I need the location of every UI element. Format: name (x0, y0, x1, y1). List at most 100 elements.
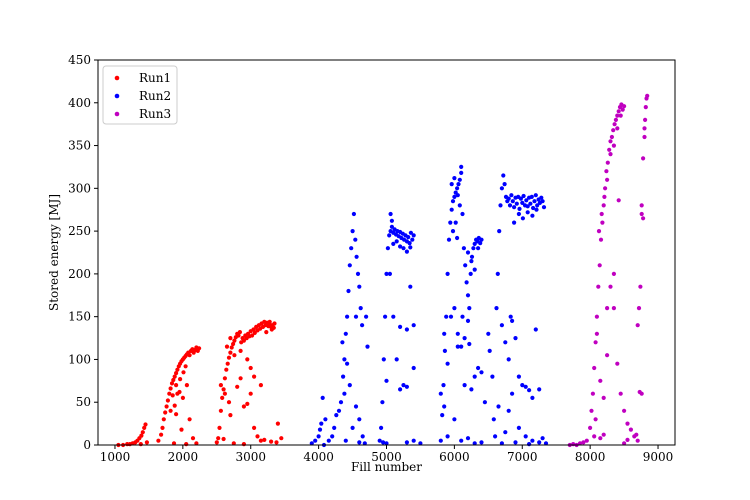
data-point (252, 374, 257, 379)
data-point (358, 306, 363, 311)
x-tick-label: 4000 (303, 450, 334, 464)
data-point (622, 104, 627, 109)
data-point (404, 440, 409, 445)
data-point (320, 395, 325, 400)
data-point (381, 357, 386, 362)
data-point (535, 203, 540, 208)
data-point (506, 357, 511, 362)
data-point (641, 156, 646, 161)
data-point (139, 433, 144, 438)
data-point (357, 284, 362, 289)
data-point (341, 374, 346, 379)
data-point (171, 377, 176, 383)
data-point (401, 383, 406, 388)
data-point (607, 147, 612, 152)
data-point (379, 425, 384, 430)
data-point (345, 361, 350, 366)
data-point (452, 306, 457, 311)
data-point (643, 117, 648, 122)
data-point (611, 271, 617, 276)
data-point (360, 323, 365, 328)
data-point (228, 413, 233, 418)
data-point (388, 211, 393, 217)
data-point (598, 378, 603, 383)
y-tick-label: 100 (68, 352, 91, 366)
data-point (347, 263, 352, 268)
data-point (338, 400, 344, 405)
data-point (479, 237, 484, 242)
data-point (350, 229, 355, 234)
data-point (471, 246, 476, 251)
data-point (507, 203, 513, 208)
data-point (642, 126, 647, 131)
data-point (411, 438, 416, 443)
data-point (625, 437, 630, 442)
data-point (248, 391, 253, 396)
data-point (467, 341, 472, 347)
data-point (272, 321, 277, 326)
data-point (222, 391, 227, 396)
data-point (452, 194, 457, 199)
data-point (459, 164, 464, 169)
data-point (214, 440, 219, 445)
data-point (389, 224, 394, 229)
data-point (237, 330, 242, 335)
data-point (160, 425, 165, 430)
data-point (639, 211, 644, 217)
data-point (455, 344, 460, 349)
data-point (503, 340, 508, 345)
y-tick-label: 150 (68, 310, 91, 324)
data-point (532, 199, 537, 204)
data-point (319, 421, 324, 426)
data-point (398, 324, 403, 329)
data-point (411, 323, 416, 328)
data-point (446, 237, 452, 242)
data-point (479, 440, 484, 445)
data-point (581, 440, 586, 445)
data-point (184, 383, 189, 388)
data-point (445, 434, 450, 439)
data-point (465, 436, 471, 441)
data-point (385, 246, 390, 251)
data-point (450, 199, 456, 204)
data-point (171, 441, 177, 446)
data-point (448, 220, 453, 225)
data-point (482, 400, 487, 405)
legend-label-run1: Run1 (139, 71, 171, 85)
data-point (635, 438, 640, 443)
data-point (616, 109, 621, 114)
legend-box (102, 65, 178, 125)
data-point (514, 201, 519, 206)
data-point (349, 246, 354, 251)
data-point (444, 314, 449, 319)
data-point (537, 387, 542, 392)
data-point (498, 203, 503, 208)
data-point (513, 440, 518, 445)
data-point (218, 408, 223, 413)
data-point (172, 403, 177, 408)
data-point (459, 438, 464, 443)
data-point (598, 436, 603, 441)
data-point (269, 439, 274, 444)
data-point (615, 361, 620, 366)
legend: Run1 Run2 Run3 (102, 65, 178, 125)
data-point (530, 438, 535, 443)
legend-label-run3: Run3 (139, 107, 171, 121)
data-point (520, 216, 526, 221)
data-point (509, 193, 514, 198)
data-point (472, 374, 477, 379)
data-point (457, 203, 462, 208)
x-tick-label: 3000 (235, 450, 266, 464)
data-point (462, 336, 467, 341)
data-point (490, 374, 495, 379)
data-point (138, 442, 143, 447)
data-point (241, 404, 246, 409)
data-point (442, 331, 447, 336)
data-point (362, 441, 367, 446)
data-point (142, 425, 147, 430)
data-point (262, 437, 267, 442)
data-point (350, 425, 355, 430)
y-tick-label: 0 (83, 438, 91, 452)
data-point (541, 205, 547, 210)
data-point (593, 340, 598, 345)
